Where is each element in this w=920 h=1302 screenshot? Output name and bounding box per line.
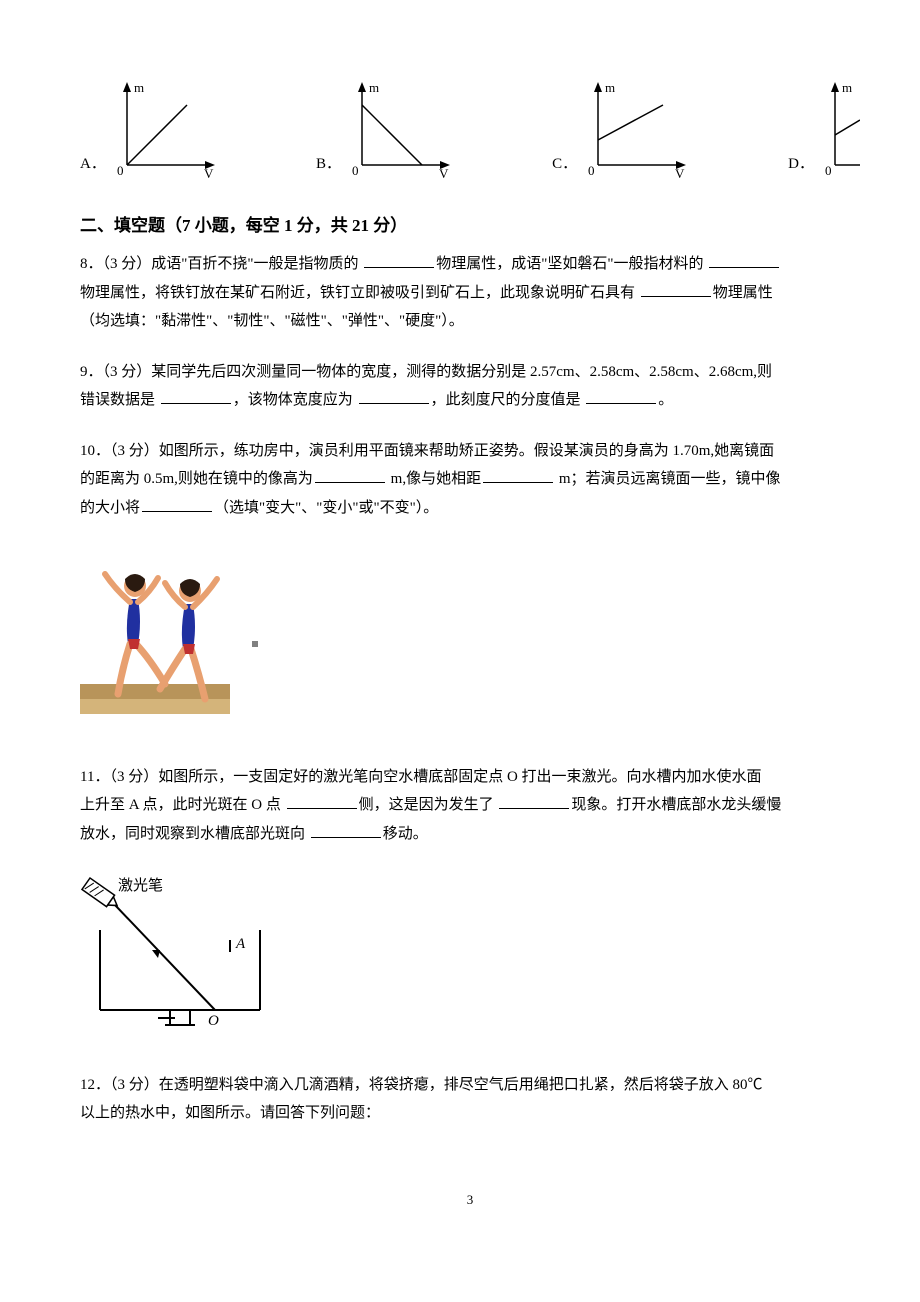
q10-text-5: 的大小将 [80, 500, 140, 516]
svg-text:V: V [439, 166, 449, 180]
q11-blank-3 [311, 820, 381, 838]
q10-blank-3 [142, 494, 212, 512]
q11-text-6: 移动。 [383, 826, 428, 842]
graph-b-svg: m V 0 [347, 80, 457, 180]
option-b-label: B． [316, 150, 341, 181]
graph-option-a: A． m V 0 [80, 80, 316, 180]
q9-text-4: ，此刻度尺的分度值是 [431, 392, 585, 408]
svg-text:m: m [369, 80, 379, 95]
q8-blank-2 [709, 251, 779, 269]
gymnast-svg [80, 544, 230, 714]
q8-blank-1 [364, 251, 434, 269]
q9-text-5: 。 [658, 392, 673, 408]
graph-options-row: A． m V 0 B． m V 0 [80, 80, 860, 180]
q11-blank-1 [287, 792, 357, 810]
gymnast-figure [80, 544, 860, 743]
q8-text-1: 8．（3 分）成语"百折不挠"一般是指物质的 [80, 256, 362, 272]
q11-blank-2 [499, 792, 569, 810]
q8-text-5: （均选填："黏滞性"、"韧性"、"磁性"、"弹性"、"硬度"）。 [80, 313, 464, 329]
q8-text-4: 物理属性 [713, 285, 773, 301]
q11-text-4: 现象。打开水槽底部水龙头缓慢 [571, 797, 781, 813]
laser-svg: 激光笔 A O [80, 870, 280, 1040]
laser-pen-label: 激光笔 [118, 877, 163, 894]
question-9: 9．（3 分）某同学先后四次测量同一物体的宽度，测得的数据分别是 2.57cm、… [80, 358, 860, 415]
section-2-title: 二、填空题（7 小题，每空 1 分，共 21 分） [80, 210, 860, 242]
q9-blank-1 [161, 387, 231, 405]
q9-blank-3 [586, 387, 656, 405]
svg-text:m: m [605, 80, 615, 95]
option-c-label: C． [552, 150, 577, 181]
q9-text-1: 9．（3 分）某同学先后四次测量同一物体的宽度，测得的数据分别是 2.57cm、… [80, 364, 772, 380]
question-12: 12．（3 分）在透明塑料袋中滴入几滴酒精，将袋挤瘪，排尽空气后用绳把口扎紧，然… [80, 1071, 860, 1128]
x-axis-label: V [204, 166, 214, 180]
q10-text-6: （选填"变大"、"变小"或"不变"）。 [214, 500, 438, 516]
q9-text-2: 错误数据是 [80, 392, 159, 408]
q12-text-2: 以上的热水中，如图所示。请回答下列问题： [80, 1105, 380, 1121]
q12-text-1: 12．（3 分）在透明塑料袋中滴入几滴酒精，将袋挤瘪，排尽空气后用绳把口扎紧，然… [80, 1077, 763, 1093]
graph-option-b: B． m V 0 [316, 80, 552, 180]
q8-text-2: 物理属性，成语"坚如磐石"一般指材料的 [436, 256, 707, 272]
point-a-label: A [235, 936, 246, 952]
y-axis-label: m [134, 80, 144, 95]
svg-text:V: V [675, 166, 685, 180]
q10-text-2: 的距离为 0.5m,则她在镜中的像高为 [80, 471, 313, 487]
decorative-dot [252, 641, 258, 647]
page: A． m V 0 B． m V 0 [0, 0, 920, 1252]
q10-blank-1 [315, 466, 385, 484]
graph-a-svg: m V 0 [112, 80, 222, 180]
svg-text:0: 0 [352, 163, 359, 178]
graph-c-svg: m V 0 [583, 80, 693, 180]
q11-text-5: 放水，同时观察到水槽底部光斑向 [80, 826, 309, 842]
question-11: 11．（3 分）如图所示，一支固定好的激光笔向空水槽底部固定点 O 打出一束激光… [80, 763, 860, 849]
q9-blank-2 [359, 387, 429, 405]
origin-label: 0 [117, 163, 124, 178]
q8-text-3: 物理属性，将铁钉放在某矿石附近，铁钉立即被吸引到矿石上，此现象说明矿石具有 [80, 285, 639, 301]
q8-blank-3 [641, 279, 711, 297]
page-number: 3 [80, 1188, 860, 1213]
svg-text:0: 0 [825, 163, 832, 178]
laser-diagram: 激光笔 A O [80, 870, 860, 1051]
option-a-label: A． [80, 150, 106, 181]
graph-option-d: D． m 0 [788, 80, 860, 180]
q10-blank-2 [483, 466, 553, 484]
q9-text-3: ，该物体宽度应为 [233, 392, 357, 408]
q10-text-4: m；若演员远离镜面一些，镜中像 [555, 471, 780, 487]
q11-text-2: 上升至 A 点，此时光斑在 O 点 [80, 797, 285, 813]
q10-text-3: m,像与她相距 [387, 471, 481, 487]
option-d-label: D． [788, 150, 814, 181]
q11-text-1: 11．（3 分）如图所示，一支固定好的激光笔向空水槽底部固定点 O 打出一束激光… [80, 769, 762, 785]
graph-option-c: C． m V 0 [552, 80, 788, 180]
question-10: 10．（3 分）如图所示，练功房中，演员利用平面镜来帮助矫正姿势。假设某演员的身… [80, 437, 860, 523]
question-8: 8．（3 分）成语"百折不挠"一般是指物质的 物理属性，成语"坚如磐石"一般指材… [80, 250, 860, 336]
q11-text-3: 侧，这是因为发生了 [359, 797, 498, 813]
svg-text:m: m [842, 80, 852, 95]
point-o-label: O [208, 1013, 219, 1029]
graph-d-svg: m 0 [820, 80, 860, 180]
svg-text:0: 0 [588, 163, 595, 178]
q10-text-1: 10．（3 分）如图所示，练功房中，演员利用平面镜来帮助矫正姿势。假设某演员的身… [80, 443, 774, 459]
